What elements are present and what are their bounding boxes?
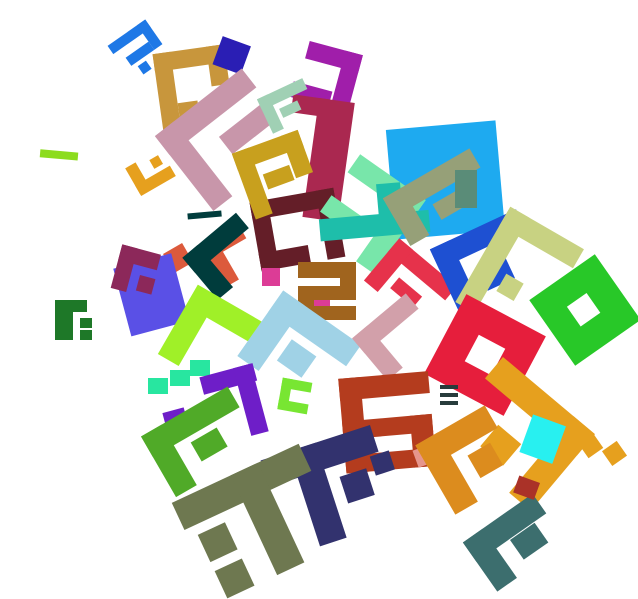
- glyph-lime-small: [277, 377, 313, 415]
- glyph-khaki: [455, 206, 584, 313]
- glyph-darkred-small: [513, 475, 540, 500]
- glyph-blue-topleft: [107, 19, 163, 75]
- glyph-darkslate-small: [440, 385, 458, 405]
- glyph-violet-left: [113, 253, 190, 337]
- glyph-slate-small: [455, 170, 477, 208]
- glyph-red-center: [363, 238, 457, 308]
- glyph-orange-overlay: [415, 405, 504, 515]
- glyph-darkgreen: [182, 212, 249, 300]
- glyph-orange-small: [125, 155, 176, 197]
- glyph-forest-small: [55, 300, 92, 340]
- glyph-lightblue: [237, 290, 362, 378]
- glyph-slate-bottom: [462, 493, 549, 592]
- glyph-indigo-top: [212, 36, 251, 75]
- glyph-seafoam: [148, 360, 210, 394]
- glyph-cyan: [519, 414, 566, 464]
- glyph-orange-dots: [578, 433, 628, 466]
- glyph-olive: [171, 443, 312, 599]
- glyph-plum-left: [110, 244, 161, 295]
- glyph-darkgreen-top: [187, 210, 222, 220]
- glyph-green-big: [141, 386, 240, 498]
- glyph-olivegold: [231, 129, 314, 220]
- glyph-pink-center: [352, 293, 419, 381]
- glyph-mauve-big: [154, 68, 276, 212]
- glyph-lightlime: [157, 284, 272, 366]
- glyph-sage-top: [256, 78, 308, 134]
- glyph-lime-dash: [39, 149, 79, 161]
- glyph-red-big-hole: [464, 334, 506, 376]
- glyph-grass-hole: [566, 293, 601, 327]
